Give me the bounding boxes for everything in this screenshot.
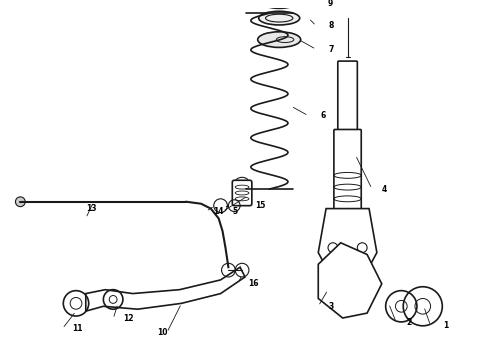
Text: 5: 5 [232, 207, 238, 216]
Text: 15: 15 [255, 201, 265, 210]
Ellipse shape [258, 32, 301, 48]
Polygon shape [318, 208, 377, 267]
Ellipse shape [259, 11, 300, 25]
FancyBboxPatch shape [232, 180, 252, 206]
Text: 13: 13 [86, 204, 96, 213]
Text: 6: 6 [320, 111, 325, 120]
FancyBboxPatch shape [334, 130, 361, 210]
Text: 8: 8 [328, 22, 333, 31]
Text: 11: 11 [72, 324, 83, 333]
FancyBboxPatch shape [338, 61, 357, 136]
Text: 14: 14 [213, 207, 223, 216]
Ellipse shape [257, 0, 301, 8]
Text: 3: 3 [328, 302, 333, 311]
Text: 16: 16 [248, 279, 258, 288]
Text: 1: 1 [443, 321, 448, 330]
Text: 2: 2 [406, 318, 412, 327]
Text: 7: 7 [328, 45, 333, 54]
Text: 12: 12 [123, 315, 133, 324]
Text: 10: 10 [157, 328, 168, 337]
Circle shape [16, 197, 25, 207]
Polygon shape [86, 267, 245, 311]
Text: 4: 4 [382, 185, 387, 194]
Polygon shape [318, 243, 382, 318]
Text: 9: 9 [328, 0, 333, 8]
